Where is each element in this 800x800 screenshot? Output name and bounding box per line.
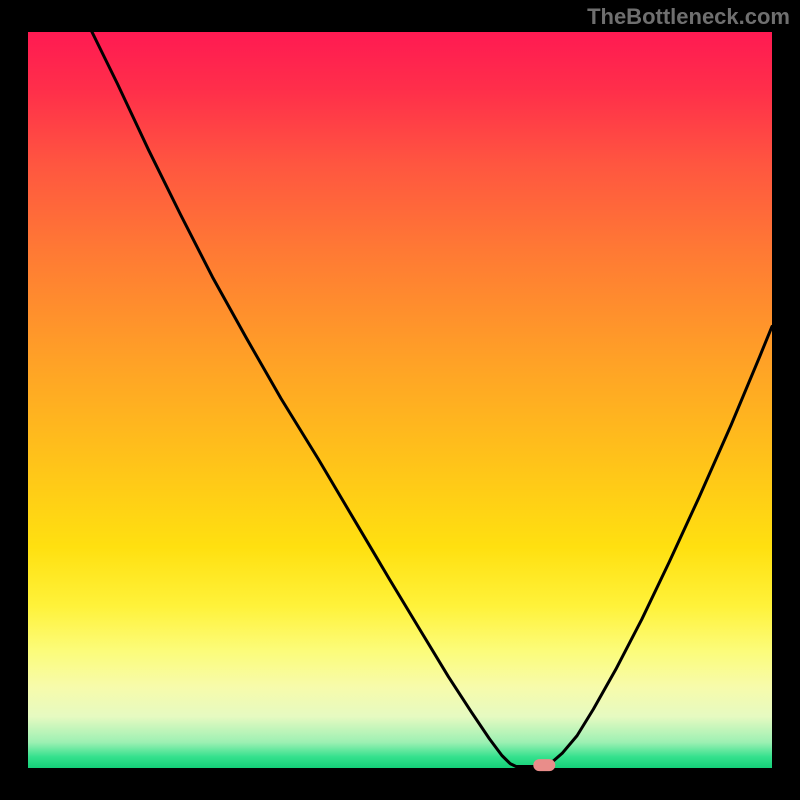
optimal-point-marker — [533, 759, 555, 771]
bottleneck-gradient-plot — [28, 32, 772, 768]
watermark-text: TheBottleneck.com — [587, 4, 790, 29]
